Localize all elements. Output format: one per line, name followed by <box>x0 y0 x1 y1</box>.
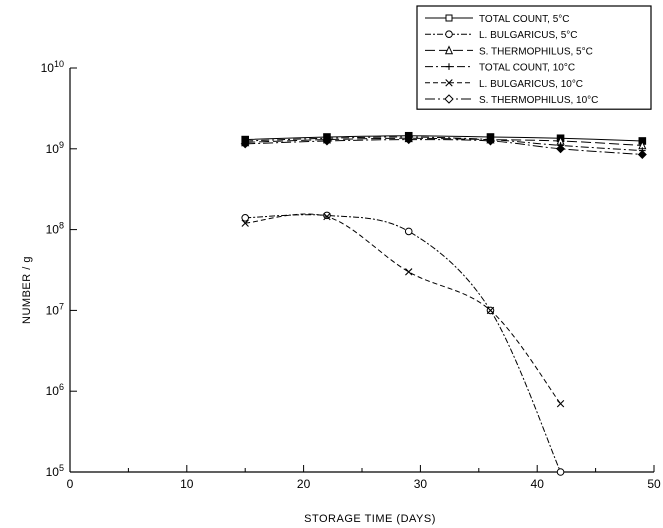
legend-marker <box>445 30 453 39</box>
y-tick-label: 105 <box>46 463 64 479</box>
data-point <box>556 400 565 408</box>
legend-marker <box>445 14 453 22</box>
legend-box <box>416 5 652 110</box>
legend-item: L. BULGARICUS, 10°C <box>425 79 583 90</box>
legend-label: S. THERMOPHILUS, 5°C <box>479 46 593 57</box>
legend-marker <box>444 45 454 55</box>
data-point <box>322 136 332 146</box>
legend-item: TOTAL COUNT, 10°C <box>425 63 575 74</box>
x-tick-label: 40 <box>531 477 545 491</box>
data-point <box>556 144 566 154</box>
y-tick-label: 107 <box>46 301 64 317</box>
data-point <box>637 149 647 160</box>
x-tick-label: 30 <box>414 477 428 491</box>
y-axis-title: NUMBER / g <box>21 256 33 324</box>
data-point <box>323 212 331 221</box>
series-line-3 <box>245 137 643 146</box>
legend-item: S. THERMOPHILUS, 10°C <box>425 94 598 106</box>
y-tick-label: 1010 <box>41 59 64 75</box>
series-layer <box>240 131 647 476</box>
axes: 0 10 20 30 40 50 105 106 107 108 109 1010 <box>41 59 661 491</box>
legend-item: L. BULGARICUS, 5°C <box>425 30 577 41</box>
data-point <box>405 268 413 276</box>
legend-label: L. BULGARICUS, 5°C <box>479 30 577 41</box>
data-point <box>404 227 413 236</box>
legend-label: TOTAL COUNT, 10°C <box>479 63 575 74</box>
legend-label: TOTAL COUNT, 5°C <box>479 14 570 25</box>
legend-marker <box>445 79 453 87</box>
legend-marker <box>444 94 454 104</box>
legend-item: S. THERMOPHILUS, 5°C <box>425 45 593 57</box>
data-point <box>556 468 565 476</box>
y-tick-label: 106 <box>46 382 64 398</box>
data-point <box>241 213 249 222</box>
legend-label: L. BULGARICUS, 10°C <box>479 79 583 90</box>
data-point <box>404 135 414 145</box>
legend-label: S. THERMOPHILUS, 10°C <box>479 95 598 106</box>
data-point <box>323 211 331 220</box>
y-tick-label: 109 <box>46 140 64 156</box>
series-line-4 <box>245 136 643 152</box>
data-point <box>486 306 495 315</box>
y-tick-label: 108 <box>46 221 64 237</box>
series-line-1 <box>245 135 643 142</box>
data-point <box>485 136 495 146</box>
x-tick-label: 50 <box>647 477 661 491</box>
legend: TOTAL COUNT, 5°C L. BULGARICUS, 5°C S. THE… <box>416 5 652 110</box>
series-line-2 <box>245 214 562 473</box>
x-tick-label: 0 <box>67 477 74 491</box>
legend-marker <box>445 63 453 70</box>
data-point <box>241 219 249 227</box>
x-axis-title: STORAGE TIME (DAYS) <box>304 513 436 525</box>
x-tick-label: 20 <box>297 477 311 491</box>
series-line-6 <box>245 139 643 156</box>
series-line-5 <box>245 213 561 405</box>
legend-item: TOTAL COUNT, 5°C <box>425 14 570 25</box>
x-tick-label: 10 <box>180 477 194 491</box>
data-point <box>240 139 250 149</box>
